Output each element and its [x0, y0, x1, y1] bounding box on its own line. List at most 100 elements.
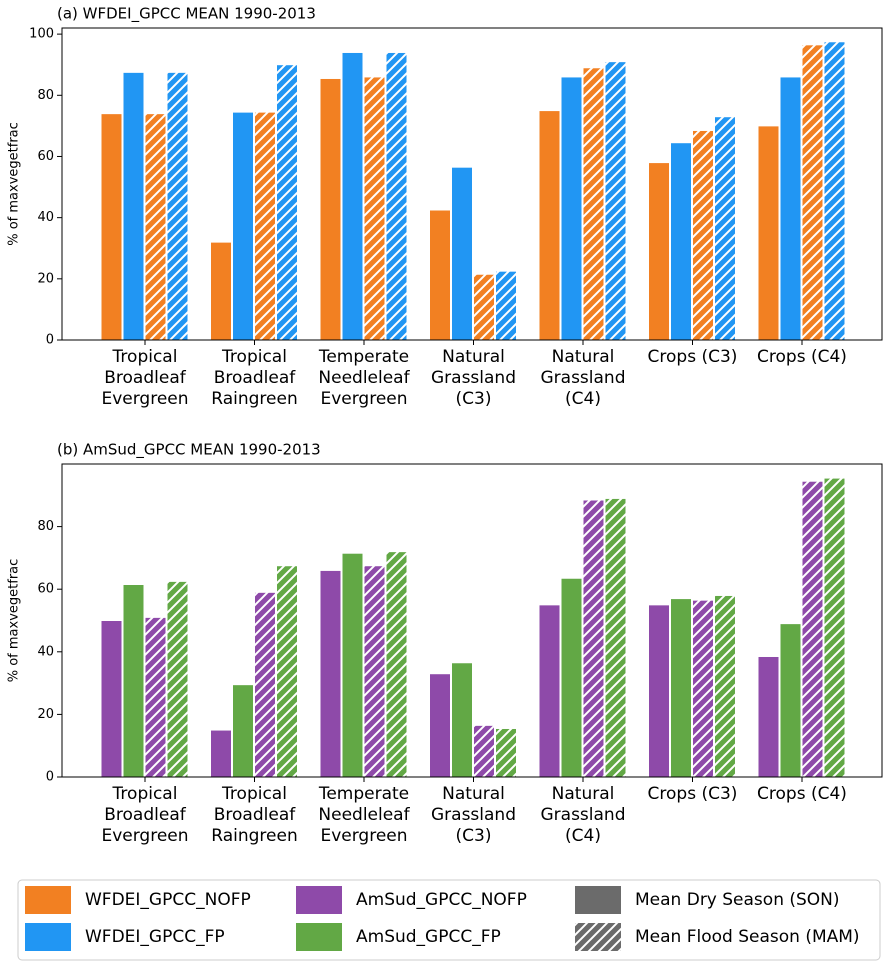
bar: [341, 552, 364, 778]
bar: [648, 162, 670, 341]
y-tick-label: 0: [46, 770, 54, 785]
legend-label: AmSud_GPCC_FP: [356, 927, 501, 947]
bar: [801, 480, 824, 778]
bar: [823, 41, 846, 341]
bar: [166, 580, 189, 778]
y-tick-label: 0: [46, 333, 54, 348]
y-tick-label: 20: [37, 271, 54, 286]
x-tick-label: Temperate Needleleaf Evergreen: [318, 784, 411, 846]
x-tick-label: Natural Grassland (C4): [541, 347, 626, 409]
bar: [670, 142, 692, 341]
bar: [385, 51, 408, 341]
x-tick-label: Natural Grassland (C4): [541, 784, 626, 846]
x-tick-label: Crops (C4): [757, 347, 847, 367]
legend-label: Mean Dry Season (SON): [635, 890, 840, 910]
bar: [823, 477, 846, 778]
bar: [363, 565, 386, 778]
y-tick-label: 80: [37, 88, 54, 103]
plot-frame: [61, 463, 883, 778]
bar: [757, 655, 780, 778]
bar: [210, 241, 232, 341]
bar: [363, 76, 386, 341]
bar: [801, 44, 824, 341]
y-tick-label: 20: [37, 707, 54, 722]
bar: [757, 125, 780, 341]
bar: [122, 71, 145, 341]
bar: [495, 727, 517, 778]
bar: [276, 64, 298, 341]
bar: [429, 209, 451, 341]
bar: [692, 129, 714, 341]
bar: [538, 110, 561, 341]
y-tick-label: 40: [37, 644, 54, 659]
legend-swatch: [25, 886, 71, 914]
x-tick-label: Tropical Broadleaf Raingreen: [211, 347, 297, 409]
bar: [122, 584, 145, 778]
x-tick-label: Crops (C3): [648, 784, 738, 804]
bar: [779, 623, 802, 778]
x-tick-label: Tropical Broadleaf Evergreen: [101, 347, 188, 409]
chart-title: (a) WFDEI_GPCC MEAN 1990-2013: [57, 5, 316, 24]
bar: [473, 724, 495, 778]
legend-swatch: [575, 923, 621, 951]
bar: [692, 599, 714, 778]
y-tick-label: 40: [37, 210, 54, 225]
bar: [604, 61, 627, 341]
x-tick-label: Crops (C4): [757, 784, 847, 804]
x-tick-label: Natural Grassland (C3): [431, 347, 516, 409]
y-tick-label: 60: [37, 582, 54, 597]
bar: [670, 598, 692, 778]
chart-title: (b) AmSud_GPCC MEAN 1990-2013: [57, 441, 321, 460]
bar: [495, 270, 517, 341]
bar: [144, 616, 167, 778]
bar: [232, 684, 254, 778]
x-tick-label: Natural Grassland (C3): [431, 784, 516, 846]
x-tick-label: Temperate Needleleaf Evergreen: [318, 347, 411, 409]
bar: [144, 113, 167, 341]
y-axis-label: % of maxvegetfrac: [7, 559, 22, 683]
bar: [714, 594, 736, 778]
bar: [100, 113, 123, 341]
bar: [319, 77, 342, 341]
y-tick-label: 60: [37, 149, 54, 164]
legend-label: WFDEI_GPCC_NOFP: [85, 890, 251, 910]
x-tick-label: Crops (C3): [648, 347, 738, 367]
bar: [604, 497, 627, 778]
plot-frame: [61, 27, 883, 341]
y-axis-label: % of maxvegetfrac: [7, 122, 22, 246]
y-tick-label: 100: [29, 27, 54, 42]
legend-swatch: [296, 923, 342, 951]
bar: [254, 591, 276, 778]
bar: [560, 76, 583, 341]
bar: [166, 71, 189, 341]
bar: [276, 565, 298, 778]
legend-swatch: [25, 923, 71, 951]
legend-box: [17, 879, 881, 961]
bar: [385, 551, 408, 778]
bar: [451, 662, 473, 778]
bar: [341, 51, 364, 341]
bar: [560, 577, 583, 778]
bar: [319, 569, 342, 778]
y-tick-label: 80: [37, 519, 54, 534]
bar: [232, 111, 254, 341]
bar: [582, 499, 605, 778]
bar: [451, 166, 473, 341]
bar: [254, 111, 276, 341]
legend-label: AmSud_GPCC_NOFP: [356, 890, 527, 910]
bar: [100, 620, 123, 778]
legend-swatch: [575, 886, 621, 914]
legend-label: Mean Flood Season (MAM): [635, 927, 860, 947]
bar: [779, 76, 802, 341]
bar: [210, 729, 232, 778]
legend-swatch: [296, 886, 342, 914]
bar: [473, 273, 495, 341]
x-tick-label: Tropical Broadleaf Evergreen: [101, 784, 188, 846]
x-tick-label: Tropical Broadleaf Raingreen: [211, 784, 297, 846]
bar: [538, 604, 561, 778]
legend-label: WFDEI_GPCC_FP: [85, 927, 225, 947]
bar: [429, 673, 451, 778]
bar: [582, 67, 605, 341]
bar: [714, 116, 736, 341]
